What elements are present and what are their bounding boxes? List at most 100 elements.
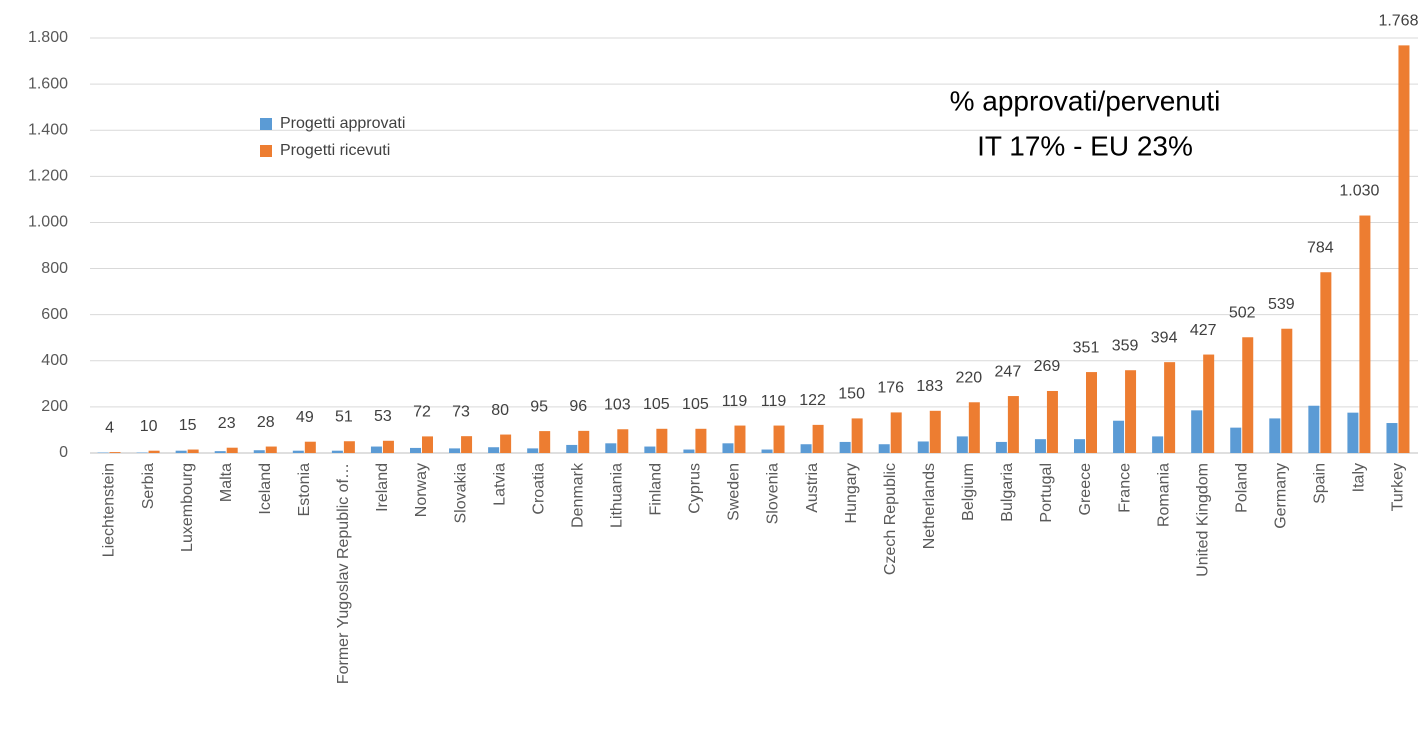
x-tick-label: Czech Republic (882, 463, 899, 575)
data-label: 1.768 (1378, 13, 1418, 30)
bar (1113, 420, 1125, 453)
bar (527, 448, 539, 453)
data-label: 394 (1151, 329, 1178, 346)
x-tick-label: Hungary (843, 463, 860, 523)
bar (343, 441, 355, 453)
data-label: 784 (1307, 239, 1334, 256)
bar (1359, 215, 1371, 453)
x-tick-label: Poland (1233, 463, 1250, 513)
bar (449, 448, 461, 453)
bar (1347, 412, 1359, 453)
data-label: 53 (374, 408, 392, 425)
bar (1086, 372, 1097, 453)
annotation: % approvati/pervenuti (950, 85, 1221, 116)
bar (1152, 436, 1164, 453)
bar (331, 450, 343, 453)
bar (422, 436, 433, 453)
y-tick-label: 0 (59, 444, 68, 461)
y-tick-label: 200 (41, 398, 68, 415)
data-label: 96 (569, 398, 587, 415)
bar (265, 446, 277, 453)
data-label: 72 (413, 404, 431, 421)
bar (878, 444, 890, 453)
bar (578, 430, 590, 453)
data-label: 49 (296, 409, 314, 426)
data-label: 73 (452, 403, 470, 420)
x-tick-label: Cyprus (687, 463, 704, 514)
legend-swatch (260, 118, 272, 130)
x-tick-label: Finland (648, 463, 665, 515)
bar (800, 444, 812, 453)
bar (214, 451, 226, 453)
data-label: 119 (761, 393, 787, 410)
data-label: 359 (1112, 337, 1139, 354)
data-label: 427 (1190, 322, 1217, 339)
x-tick-label: Lithuania (609, 463, 626, 528)
data-label: 28 (257, 414, 275, 431)
bar (644, 446, 656, 453)
x-tick-label: Iceland (257, 463, 274, 515)
x-tick-label: Denmark (569, 462, 586, 528)
bar (995, 441, 1007, 453)
bar (851, 418, 863, 453)
bar (1125, 370, 1137, 453)
bar (890, 412, 902, 453)
data-label: 176 (877, 380, 904, 397)
x-tick-label: Greece (1077, 463, 1094, 516)
x-tick-label: Liechtenstein (101, 463, 118, 557)
x-tick-label: Ireland (374, 463, 391, 512)
legend-label: Progetti approvati (280, 115, 405, 132)
bar (695, 428, 707, 453)
bar (109, 452, 121, 453)
x-tick-label: Sweden (726, 463, 743, 521)
bar (226, 447, 238, 453)
data-label: 4 (105, 419, 114, 436)
bar (605, 443, 617, 453)
legend-label: Progetti ricevuti (280, 142, 390, 159)
y-tick-label: 1.400 (28, 121, 68, 138)
x-tick-label: Norway (413, 463, 430, 517)
x-tick-label: United Kingdom (1194, 463, 1211, 577)
x-tick-label: Turkey (1390, 463, 1407, 511)
bar (461, 436, 473, 453)
bar (722, 443, 734, 453)
x-tick-label: Slovakia (452, 463, 469, 524)
x-tick-label: Germany (1273, 463, 1290, 529)
bar (773, 425, 785, 453)
bar (175, 450, 187, 453)
bar (1074, 439, 1085, 453)
data-label: 183 (916, 378, 943, 395)
bar (1386, 423, 1398, 453)
data-label: 1.030 (1339, 183, 1379, 200)
bar (917, 441, 929, 453)
bar (1308, 405, 1320, 453)
x-tick-label: Netherlands (921, 463, 938, 549)
bar (1242, 337, 1254, 453)
bar (1230, 427, 1242, 453)
data-label: 502 (1229, 304, 1256, 321)
bar (253, 450, 265, 453)
y-tick-label: 800 (41, 260, 68, 277)
data-label: 119 (722, 393, 748, 410)
x-tick-label: France (1116, 463, 1133, 513)
bar (410, 447, 421, 453)
x-tick-label: Spain (1312, 463, 1329, 504)
bar (500, 434, 512, 453)
y-tick-label: 1.800 (28, 29, 68, 46)
bar (1007, 396, 1019, 453)
legend-swatch (260, 145, 272, 157)
bar (539, 431, 551, 453)
x-tick-label: Italy (1351, 463, 1368, 492)
bar (617, 429, 629, 453)
x-tick-label: Belgium (960, 463, 977, 521)
x-tick-label: Serbia (140, 463, 157, 509)
x-tick-label: Luxembourg (179, 463, 196, 552)
bar (1398, 45, 1410, 453)
x-tick-label: Croatia (530, 463, 547, 515)
bar (812, 424, 824, 453)
y-tick-label: 600 (41, 306, 68, 323)
bar (839, 441, 851, 453)
bar (1034, 439, 1046, 453)
bar (968, 402, 980, 453)
data-label: 351 (1073, 339, 1100, 356)
